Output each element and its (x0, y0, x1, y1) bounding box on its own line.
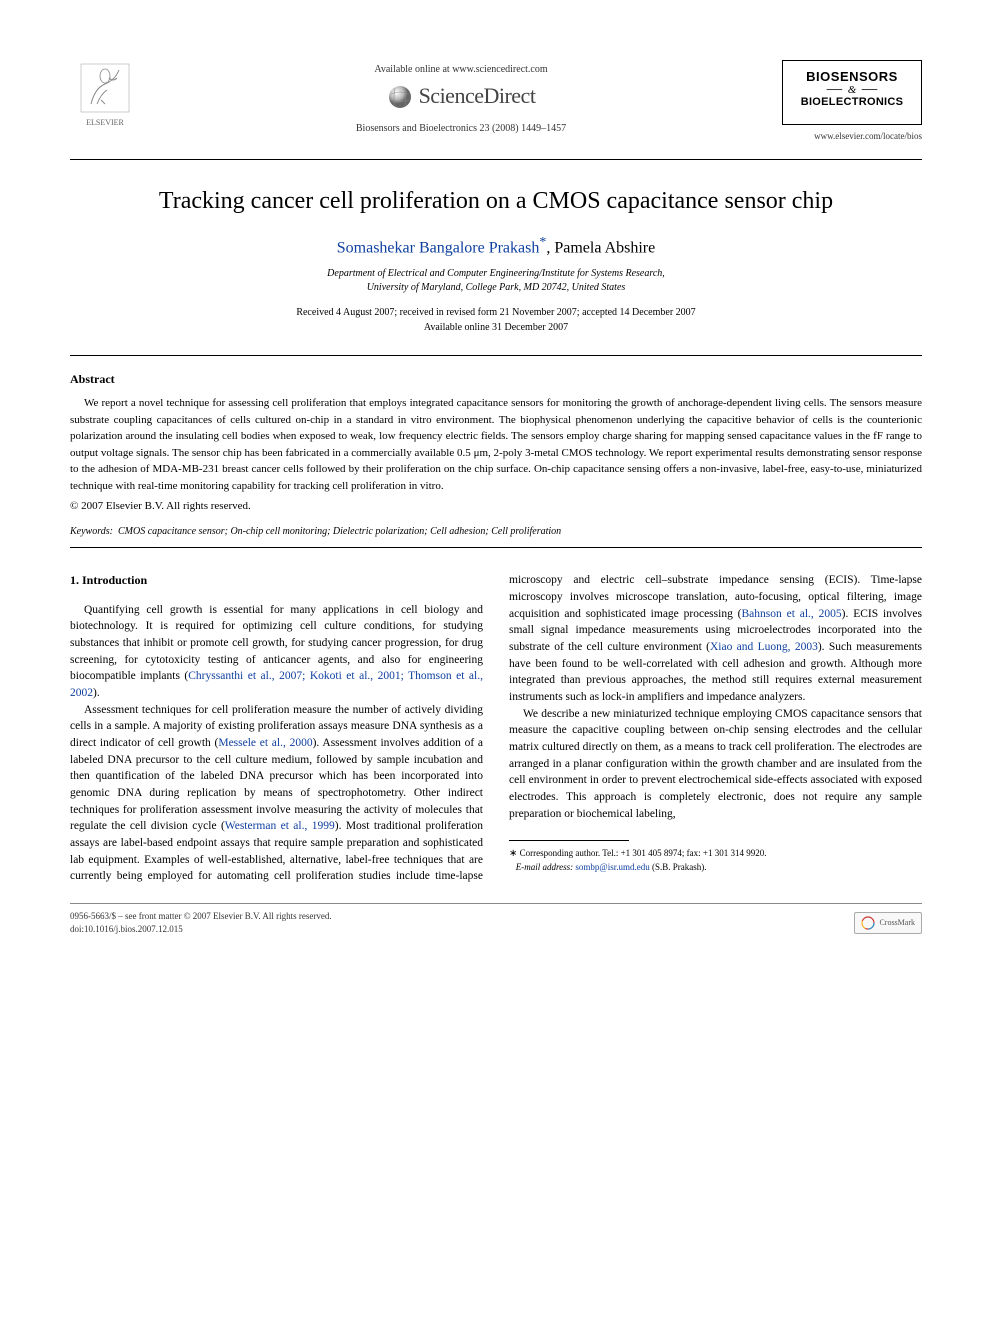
elsevier-logo: ELSEVIER (70, 60, 140, 127)
keywords-list: CMOS capacitance sensor; On-chip cell mo… (118, 526, 561, 537)
author-link-1[interactable]: Somashekar Bangalore Prakash (337, 239, 540, 256)
abstract-copyright: © 2007 Elsevier B.V. All rights reserved… (70, 500, 922, 512)
rule-below-keywords (70, 547, 922, 548)
sciencedirect-text: ScienceDirect (419, 83, 536, 108)
available-online-text: Available online at www.sciencedirect.co… (140, 64, 782, 75)
center-header: Available online at www.sciencedirect.co… (140, 60, 782, 134)
introduction-heading: 1. Introduction (70, 572, 483, 589)
authors: Somashekar Bangalore Prakash*, Pamela Ab… (70, 235, 922, 257)
journal-box-amp: ── & ── (793, 84, 911, 96)
footer-rule (70, 903, 922, 910)
body-columns: 1. Introduction Quantifying cell growth … (70, 572, 922, 885)
rule-top (70, 159, 922, 160)
crossmark-badge[interactable]: CrossMark (854, 912, 922, 934)
journal-url: www.elsevier.com/locate/bios (782, 131, 922, 141)
journal-box-line1: BIOSENSORS (793, 69, 911, 84)
journal-reference: Biosensors and Bioelectronics 23 (2008) … (140, 123, 782, 134)
page-footer: 0956-5663/$ – see front matter © 2007 El… (70, 910, 922, 935)
keywords: Keywords: CMOS capacitance sensor; On-ch… (70, 526, 922, 537)
elsevier-label: ELSEVIER (70, 118, 140, 127)
intro-p2b: ). Assessment involves addition of a lab… (70, 737, 483, 832)
article-dates: Received 4 August 2007; received in revi… (70, 305, 922, 335)
footnote-email-label: E-mail address: (516, 862, 573, 872)
corresponding-footnote: ∗ Corresponding author. Tel.: +1 301 405… (509, 847, 922, 874)
citation-link[interactable]: Westerman et al., 1999 (225, 820, 335, 832)
footer-doi: doi:10.1016/j.bios.2007.12.015 (70, 923, 332, 936)
footnote-star-icon: ∗ (509, 848, 517, 859)
intro-p3: We describe a new miniaturized technique… (509, 706, 922, 823)
page-header: ELSEVIER Available online at www.science… (70, 60, 922, 141)
intro-p1-tail: ). (93, 687, 100, 699)
footnote-email-tail: (S.B. Prakash). (652, 862, 707, 872)
author-2: , Pamela Abshire (546, 239, 655, 256)
footer-left: 0956-5663/$ – see front matter © 2007 El… (70, 910, 332, 935)
crossmark-icon (861, 916, 875, 930)
affiliation: Department of Electrical and Computer En… (70, 267, 922, 295)
abstract-heading: Abstract (70, 372, 922, 387)
citation-link[interactable]: Xiao and Luong, 2003 (710, 641, 818, 653)
article-title: Tracking cancer cell proliferation on a … (70, 188, 922, 215)
intro-p1: Quantifying cell growth is essential for… (70, 602, 483, 702)
dates-received: Received 4 August 2007; received in revi… (70, 305, 922, 320)
abstract-body: We report a novel technique for assessin… (70, 395, 922, 494)
crossmark-label: CrossMark (879, 918, 915, 927)
footer-front-matter: 0956-5663/$ – see front matter © 2007 El… (70, 910, 332, 923)
footnote-email-link[interactable]: sombp@isr.umd.edu (575, 862, 649, 872)
citation-link[interactable]: Bahnson et al., 2005 (742, 608, 842, 620)
journal-box-wrap: BIOSENSORS ── & ── BIOELECTRONICS www.el… (782, 60, 922, 141)
footnote-corresponding: Corresponding author. Tel.: +1 301 405 8… (520, 848, 767, 858)
footnote-separator (509, 840, 629, 841)
journal-box-line2: BIOELECTRONICS (793, 96, 911, 108)
sciencedirect-logo: ScienceDirect (140, 83, 782, 115)
dates-available: Available online 31 December 2007 (70, 320, 922, 335)
keywords-label: Keywords: (70, 526, 113, 537)
journal-title-box: BIOSENSORS ── & ── BIOELECTRONICS (782, 60, 922, 125)
citation-link[interactable]: Messele et al., 2000 (218, 737, 312, 749)
abstract-text: We report a novel technique for assessin… (70, 395, 922, 494)
rule-above-abstract (70, 355, 922, 356)
